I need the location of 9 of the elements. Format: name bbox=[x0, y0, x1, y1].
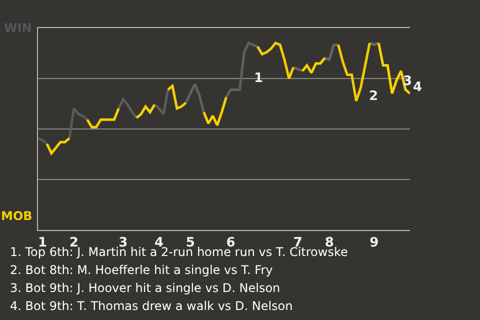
text: 4 bbox=[413, 80, 422, 95]
x-tick-label: 2 bbox=[69, 236, 78, 251]
text: MOB bbox=[1, 209, 32, 223]
text: 4. Bot 9th: T. Thomas drew a walk vs D. Nelson bbox=[10, 299, 293, 313]
x-tick-label: 9 bbox=[370, 236, 379, 251]
annotation: 2 bbox=[369, 89, 378, 104]
annotation: 1 bbox=[254, 71, 264, 86]
text: 3. Bot 9th: J. Hoover hit a single vs D. Nelson bbox=[10, 281, 280, 295]
text: 2. Bot 8th: M. Hoefferle hit a single vs T. Fry bbox=[10, 263, 273, 277]
